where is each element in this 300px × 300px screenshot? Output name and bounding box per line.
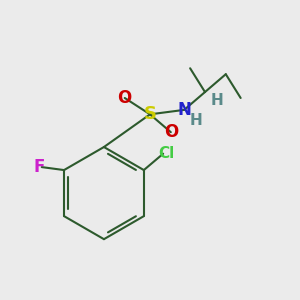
Text: Cl: Cl [158,146,174,161]
Text: O: O [164,123,178,141]
Text: S: S [143,105,157,123]
Text: F: F [33,158,44,176]
Text: H: H [190,113,202,128]
Text: N: N [177,101,191,119]
Text: H: H [211,94,223,109]
Text: O: O [118,89,132,107]
